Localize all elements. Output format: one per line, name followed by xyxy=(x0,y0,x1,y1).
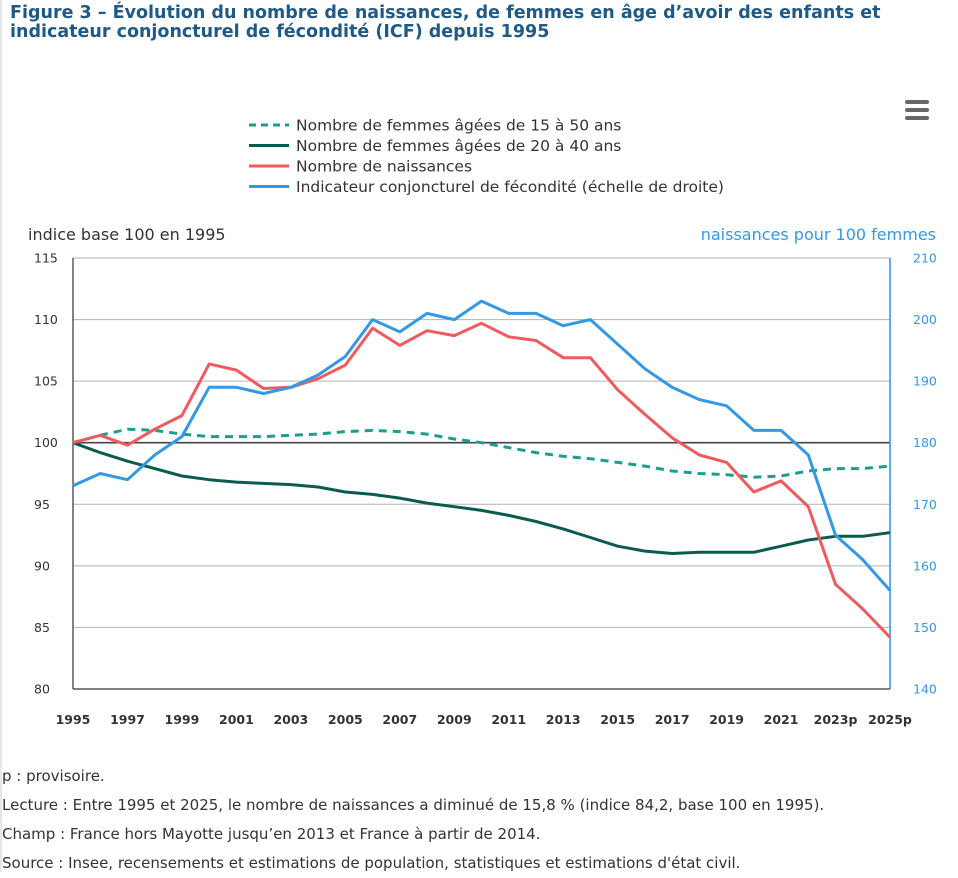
x-tick-label: 2003 xyxy=(273,712,308,727)
right-axis-title: naissances pour 100 femmes xyxy=(701,225,936,244)
chart-series xyxy=(72,299,892,639)
y-left-tick-label: 100 xyxy=(34,435,58,450)
y-right-tick-label: 200 xyxy=(913,312,937,327)
x-tick-label: 1997 xyxy=(110,712,145,727)
x-tick-label: 2005 xyxy=(328,712,363,727)
x-tick-label: 1995 xyxy=(56,712,91,727)
legend-label: Nombre de naissances xyxy=(296,158,472,176)
legend-label: Indicateur conjoncturel de fécondité (éc… xyxy=(296,178,724,196)
x-tick-label: 2001 xyxy=(219,712,254,727)
x-tick-label: 2025p xyxy=(868,712,912,727)
x-tick-label: 2019 xyxy=(709,712,744,727)
x-tick-label: 2011 xyxy=(491,712,526,727)
series-line xyxy=(72,321,892,639)
note-provisional: p : provisoire. xyxy=(2,767,105,785)
figure-notes: p : provisoire. Lecture : Entre 1995 et … xyxy=(2,762,952,878)
y-left-tick-label: 95 xyxy=(34,497,50,512)
x-tick-label: 2023p xyxy=(814,712,858,727)
series-line xyxy=(72,299,892,592)
x-tick-label: 2015 xyxy=(600,712,635,727)
hamburger-menu-icon[interactable] xyxy=(900,96,934,124)
x-tick-label: 2009 xyxy=(437,712,472,727)
note-source: Source : Insee, recensements et estimati… xyxy=(2,854,741,872)
figure-title: Figure 3 – Évolution du nombre de naissa… xyxy=(10,4,950,42)
y-right-tick-label: 160 xyxy=(913,558,937,573)
x-tick-label: 2017 xyxy=(655,712,690,727)
figure-title-line-1: Figure 3 – Évolution du nombre de naissa… xyxy=(10,3,881,23)
line-chart: Nombre de femmes âgées de 15 à 50 ans Nom… xyxy=(28,117,937,728)
x-tick-label: 1999 xyxy=(165,712,200,727)
note-scope: Champ : France hors Mayotte jusqu’en 201… xyxy=(2,825,541,843)
y-right-tick-label: 170 xyxy=(913,497,937,512)
legend-label: Nombre de femmes âgées de 20 à 40 ans xyxy=(296,137,621,155)
x-tick-label: 2013 xyxy=(546,712,581,727)
y-left-tick-label: 105 xyxy=(34,374,58,389)
x-tick-label: 2007 xyxy=(382,712,417,727)
y-left-tick-label: 80 xyxy=(34,682,50,697)
y-left-tick-label: 110 xyxy=(34,312,58,327)
chart-legend: Nombre de femmes âgées de 15 à 50 ans Nom… xyxy=(249,117,724,196)
left-axis-title: indice base 100 en 1995 xyxy=(28,225,226,244)
y-right-tick-label: 140 xyxy=(913,682,937,697)
y-right-tick-label: 210 xyxy=(913,251,937,266)
legend-label: Nombre de femmes âgées de 15 à 50 ans xyxy=(296,117,621,135)
note-reading: Lecture : Entre 1995 et 2025, le nombre … xyxy=(2,796,825,814)
series-line xyxy=(72,427,891,479)
page-left-border xyxy=(0,0,2,872)
figure-title-line-2: indicateur conjoncturel de fécondité (IC… xyxy=(10,22,550,42)
series-line xyxy=(72,441,891,555)
chart-grid xyxy=(73,257,890,690)
y-left-tick-label: 90 xyxy=(34,558,50,573)
chart-axes: 115 210 110 200 105 190 100 180 95 170 90 160 85 150 8… xyxy=(34,251,937,728)
y-right-tick-label: 150 xyxy=(913,620,937,635)
x-tick-label: 2021 xyxy=(764,712,799,727)
y-right-tick-label: 190 xyxy=(913,374,937,389)
y-left-tick-label: 85 xyxy=(34,620,50,635)
y-right-tick-label: 180 xyxy=(913,435,937,450)
y-left-tick-label: 115 xyxy=(34,251,58,266)
